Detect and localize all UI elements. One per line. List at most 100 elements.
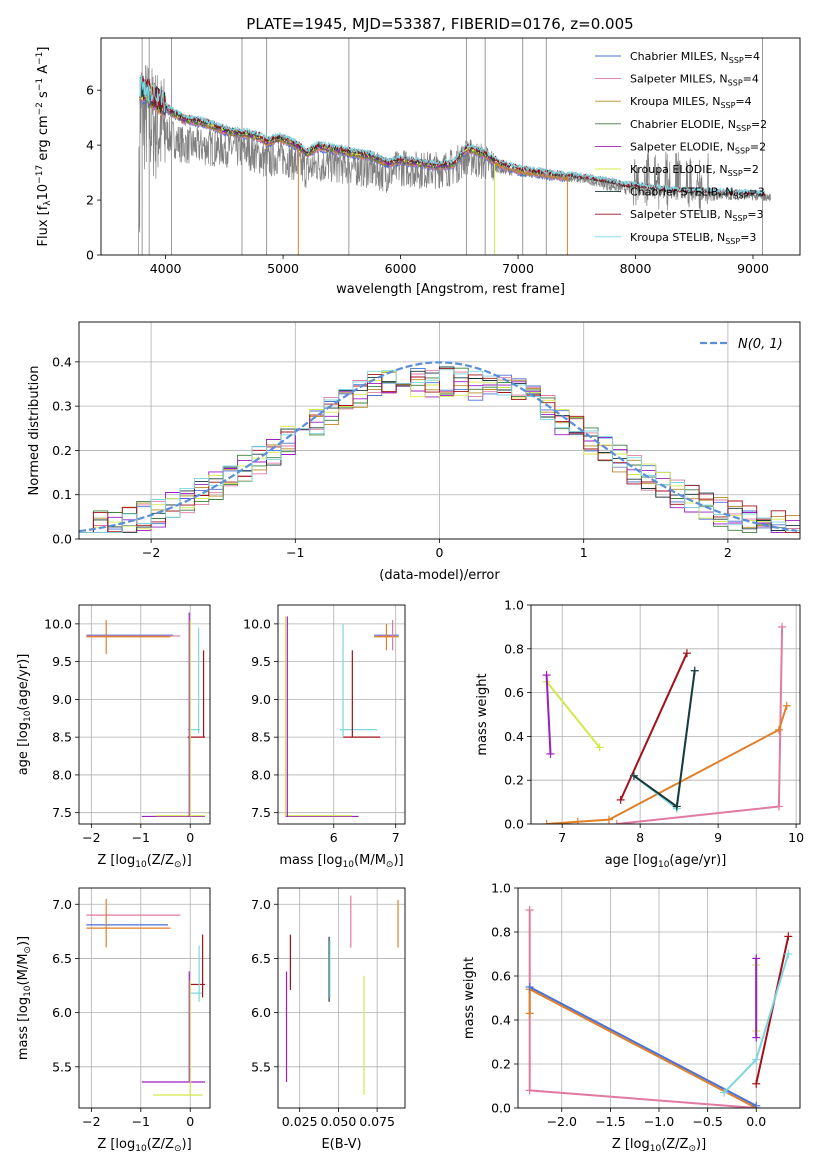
y-tick-label: 6 <box>86 83 94 98</box>
axes-frame <box>100 37 801 256</box>
axes-frame <box>517 887 801 1109</box>
mass-vs-EBV-plot-area <box>285 895 399 1095</box>
x-axis-label: (data-model)/error <box>379 568 500 583</box>
y-tick-label: 0.0 <box>491 1101 511 1116</box>
axes-frame <box>78 321 801 540</box>
y-tick-label: 0.8 <box>504 641 524 656</box>
y-tick-label: 4 <box>86 138 94 153</box>
mass-weight-line <box>633 670 696 809</box>
spectrum-plot-area <box>138 38 771 255</box>
legend-label: Chabrier MILES, NSSP=4 <box>630 50 760 65</box>
y-tick-label: 9.0 <box>52 692 72 707</box>
x-tick-label: 0.0 <box>746 1114 766 1129</box>
mass-vs-Z-plot-area <box>86 898 206 1096</box>
axes-frame <box>530 604 801 825</box>
legend-label: Salpeter STELIB, NSSP=3 <box>630 208 764 223</box>
x-tick-label: 6000 <box>385 261 417 276</box>
y-tick-label: 1.0 <box>504 598 524 613</box>
y-tick-label: 0.4 <box>52 354 72 369</box>
x-tick-label: 0 <box>186 830 194 845</box>
x-tick-label: 0.050 <box>321 1114 357 1129</box>
x-tick-label: −1 <box>132 1114 150 1129</box>
mass-weight-line <box>619 652 688 801</box>
y-tick-label: 0.8 <box>491 925 511 940</box>
spectrum-panel: 4000 5000 6000 7000 8000 9000 0 2 4 6 Chabrier MIL… <box>35 37 801 297</box>
x-tick-label: 1 <box>580 545 588 560</box>
age-vs-Z-plot-area <box>86 612 206 818</box>
x-tick-label: 7 <box>558 830 566 845</box>
mass-weight-line <box>529 986 757 1107</box>
y-tick-label: 0.2 <box>491 1057 511 1072</box>
mass-weight-vs-Z-panel: −2.0 −1.5 −1.0 −0.5 0.0 0.0 0.2 0.4 0.6 0.8 1.0 Z [… <box>462 881 801 1154</box>
x-tick-label: −1 <box>286 545 304 560</box>
y-tick-label: 0.0 <box>504 817 524 832</box>
legend-label: Kroupa MILES, NSSP=4 <box>630 95 752 110</box>
y-tick-label: 0 <box>86 248 94 263</box>
residuals-panel: −2 −1 0 1 2 0.0 0.1 0.2 0.3 0.4 N(0, 1) (data-model… <box>27 321 801 583</box>
mass-weight-line <box>616 626 784 824</box>
x-axis-label: Z [log10(Z/Z⊙)] <box>97 1137 191 1154</box>
axes-frame <box>78 887 211 1109</box>
model-spectrum <box>139 74 766 196</box>
legend-label: Chabrier ELODIE, NSSP=2 <box>630 118 767 133</box>
y-tick-label: 9.0 <box>251 692 271 707</box>
axes-frame <box>277 887 406 1109</box>
y-tick-label: 8.5 <box>251 730 271 745</box>
y-tick-label: 5.5 <box>251 1059 271 1074</box>
y-tick-label: 8.5 <box>52 730 72 745</box>
y-tick-label: 0.3 <box>52 399 72 414</box>
y-tick-label: 10.0 <box>44 616 72 631</box>
y-axis-label: mass [log10(M/M⊙)] <box>16 936 33 1060</box>
mass-vs-Z-panel: −2 −1 0 5.5 6.0 6.5 7.0 Z [log10(Z/Z⊙)] mass [lo… <box>16 887 211 1154</box>
mass-weight-vs-age-plot-area <box>542 622 791 824</box>
y-tick-label: 6.0 <box>52 1005 72 1020</box>
y-axis-label: Normed distribution <box>27 366 42 496</box>
x-axis-label: E(B-V) <box>321 1137 361 1152</box>
y-tick-label: 7.0 <box>52 897 72 912</box>
figure-title: PLATE=1945, MJD=53387, FIBERID=0176, z=0… <box>246 15 633 33</box>
x-tick-label: 0.075 <box>359 1114 395 1129</box>
y-tick-label: 0.6 <box>491 969 511 984</box>
y-tick-label: 0.1 <box>52 487 72 502</box>
age-vs-mass-plot-area <box>284 616 399 818</box>
residuals-plot-area <box>79 361 800 533</box>
y-axis-label: mass weight <box>475 673 490 755</box>
x-axis-label: age [log10(age/yr)] <box>605 853 727 870</box>
x-tick-label: 4000 <box>150 261 182 276</box>
legend-label: Kroupa ELODIE, NSSP=2 <box>630 163 759 178</box>
mass-weight-vs-age-panel: 7 8 9 10 0.0 0.2 0.4 0.6 0.8 1.0 age [log10(age/yr… <box>475 598 804 871</box>
x-tick-label: 8 <box>636 830 644 845</box>
x-tick-label: −1 <box>132 830 150 845</box>
y-tick-label: 0.0 <box>52 532 72 547</box>
y-axis-label: Flux [fλ10−17 erg cm−2 s−1 A−1] <box>35 47 53 247</box>
y-axis-label: mass weight <box>462 957 477 1039</box>
y-tick-label: 0.2 <box>52 443 72 458</box>
mass-weight-vs-Z-plot-area <box>525 906 793 1108</box>
y-tick-label: 6.5 <box>251 951 271 966</box>
x-tick-label: 7 <box>392 830 400 845</box>
y-tick-label: 0.4 <box>504 729 524 744</box>
mass-weight-line <box>546 705 788 824</box>
x-tick-label: 9000 <box>737 261 769 276</box>
x-tick-label: −1.5 <box>595 1114 625 1129</box>
y-tick-label: 2 <box>86 193 94 208</box>
y-tick-label: 6.5 <box>52 951 72 966</box>
axes-frame <box>277 604 406 825</box>
x-tick-label: 9 <box>714 830 722 845</box>
x-axis-label: mass [log10(M/M⊙)] <box>279 853 403 870</box>
y-tick-label: 0.2 <box>504 773 524 788</box>
x-tick-label: 5000 <box>267 261 299 276</box>
legend-label: Salpeter MILES, NSSP=4 <box>630 73 759 88</box>
mass-weight-line <box>528 987 757 1108</box>
x-tick-label: −2 <box>82 830 100 845</box>
mass-vs-EBV-panel: 0.025 0.050 0.075 5.5 6.0 6.5 7.0 E(B-V) <box>251 887 406 1152</box>
x-tick-label: 0 <box>436 545 444 560</box>
y-tick-label: 1.0 <box>491 881 511 896</box>
y-tick-label: 7.5 <box>251 805 271 820</box>
normal-curve <box>79 361 798 533</box>
x-tick-label: −2.0 <box>547 1114 577 1129</box>
y-tick-label: 9.5 <box>52 654 72 669</box>
x-tick-label: 0.025 <box>282 1114 318 1129</box>
x-tick-label: −1.0 <box>644 1114 674 1129</box>
